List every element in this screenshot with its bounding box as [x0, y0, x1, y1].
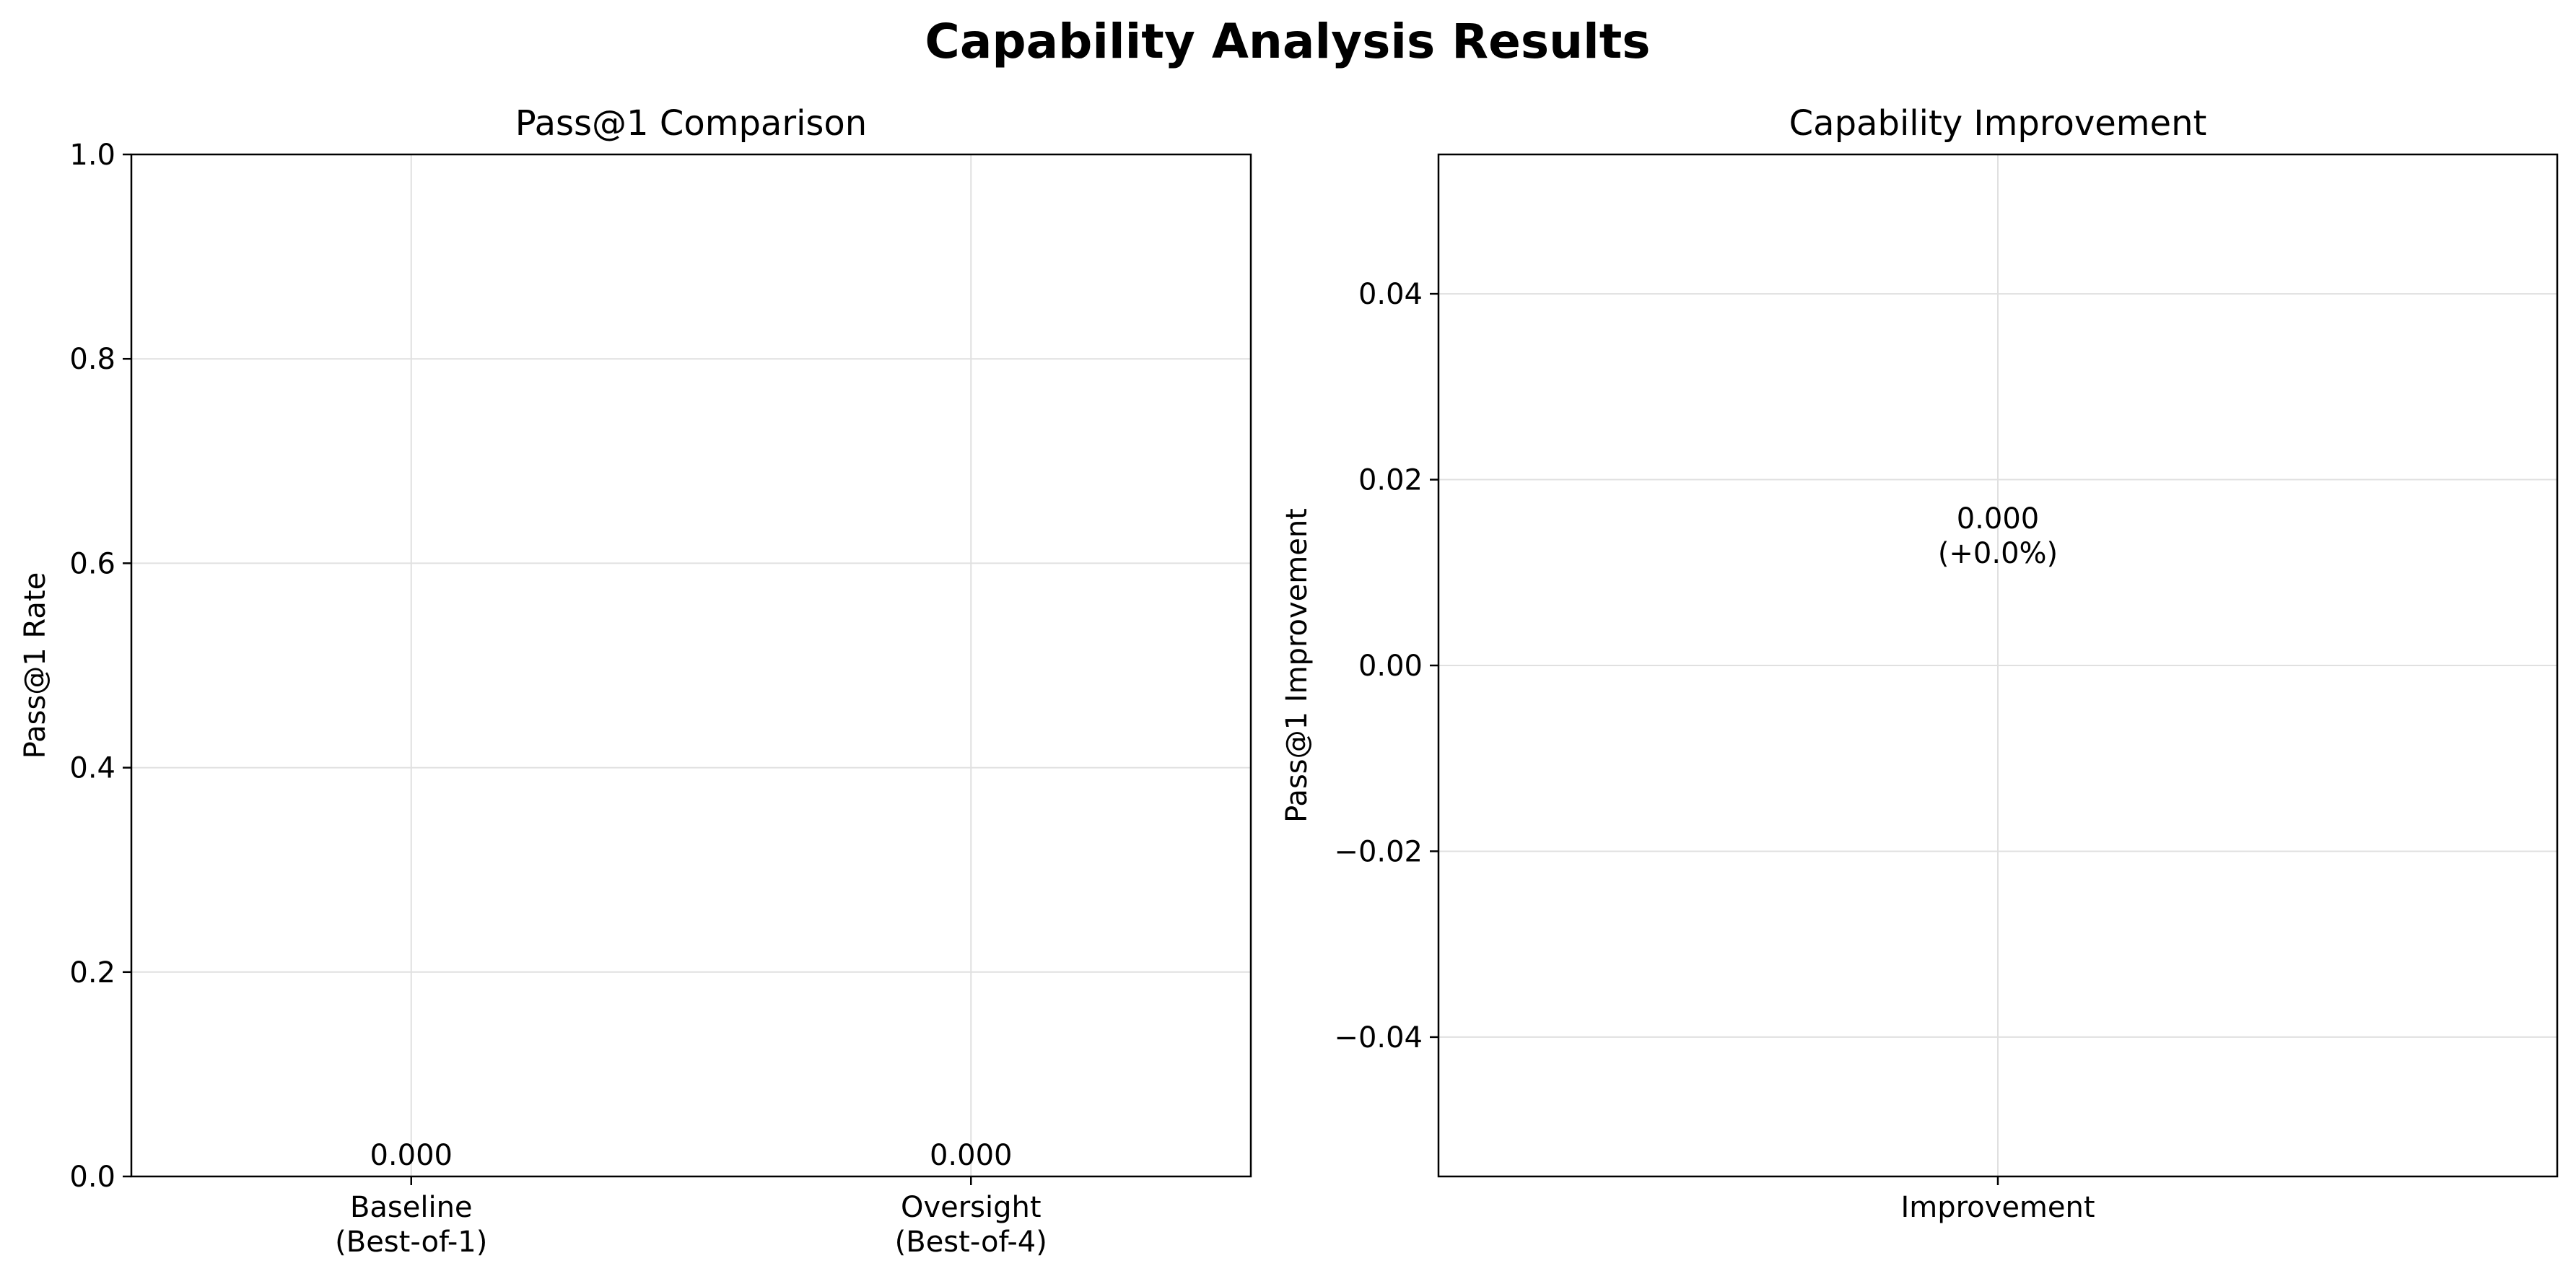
y-tick-label: 1.0: [69, 139, 115, 172]
y-tick-label: −0.02: [1334, 835, 1423, 868]
y-tick-label: 0.02: [1358, 464, 1423, 497]
axes-frame: [130, 153, 1252, 1178]
y-tick-label: 0.2: [69, 956, 115, 990]
x-tick-label: Baseline (Best-of-1): [335, 1191, 487, 1259]
y-tick-label: −0.04: [1334, 1021, 1423, 1054]
y-tick-label: 0.04: [1358, 278, 1423, 311]
capability-improvement-chart: −0.04 −0.02 0.00 0.02 0.04 Improvement 0.000 (+…: [1280, 103, 2559, 1224]
y-tick-label: 0.8: [69, 343, 115, 376]
x-tick-label: Oversight (Best-of-4): [895, 1191, 1047, 1259]
y-tick-label: 0.6: [69, 547, 115, 580]
y-axis-label: Pass@1 Rate: [19, 572, 52, 759]
figure-title: Capability Analysis Results: [925, 14, 1650, 69]
y-tick-label: 0.0: [69, 1161, 115, 1194]
y-tick-label: 0.4: [69, 752, 115, 785]
x-tick-label: Improvement: [1900, 1191, 2095, 1224]
y-tick-label: 0.00: [1358, 650, 1423, 683]
bar-value-label: 0.000: [930, 1139, 1013, 1172]
bar-value-label: 0.000 (+0.0%): [1938, 502, 2058, 570]
y-axis-label: Pass@1 Improvement: [1280, 508, 1314, 823]
chart-title: Pass@1 Comparison: [515, 103, 867, 144]
bar-value-label: 0.000: [370, 1139, 453, 1172]
chart-title: Capability Improvement: [1789, 103, 2207, 144]
pass-at-1-comparison-chart: 0.0 0.2 0.4 0.6 0.8 1.0 Baseline (Best-of-1) Ove…: [19, 103, 1252, 1259]
